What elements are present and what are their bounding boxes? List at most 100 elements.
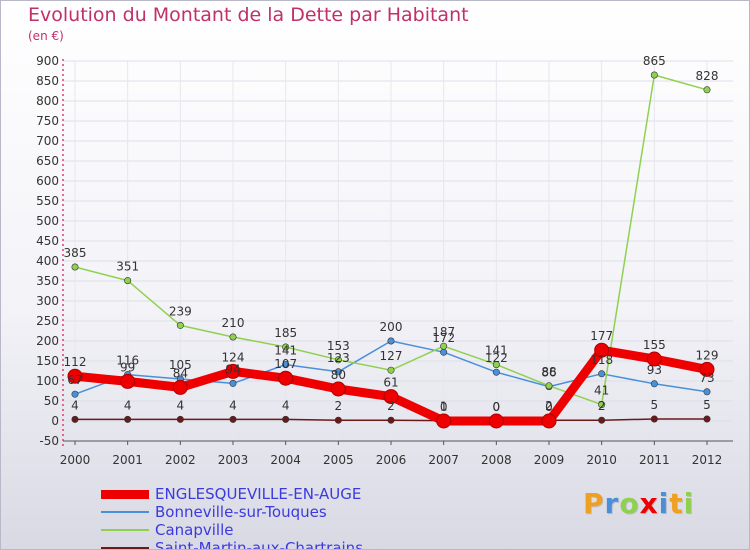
data-label: 5	[703, 398, 711, 412]
data-point	[229, 333, 237, 341]
data-point	[282, 415, 290, 423]
data-point	[436, 413, 452, 429]
x-tick-label: 2003	[218, 453, 249, 467]
data-point	[229, 415, 237, 423]
data-label: 67	[67, 373, 82, 387]
data-point	[334, 356, 342, 364]
chart-unit-label: (en €)	[28, 29, 64, 43]
y-tick-label: -50	[39, 434, 59, 448]
y-tick-label: 550	[36, 194, 59, 208]
proxiti-logo: Proxiti	[583, 487, 694, 520]
data-point	[650, 415, 658, 423]
data-label: 2	[387, 399, 395, 413]
data-label: 141	[485, 344, 508, 358]
y-tick-label: 0	[51, 414, 59, 428]
y-tick-label: 250	[36, 314, 59, 328]
y-tick-label: 600	[36, 174, 59, 188]
y-tick-label: 450	[36, 234, 59, 248]
data-label: 61	[383, 376, 398, 390]
logo-letter: i	[658, 487, 670, 520]
data-label: 828	[696, 69, 719, 83]
legend-swatch	[101, 529, 149, 531]
data-point	[387, 416, 395, 424]
data-label: 155	[643, 338, 666, 352]
data-point	[387, 337, 395, 345]
data-point	[71, 415, 79, 423]
data-label: 94	[225, 362, 240, 376]
data-label: 2	[598, 399, 606, 413]
y-tick-label: 750	[36, 114, 59, 128]
logo-letter: t	[669, 487, 684, 520]
data-label: 99	[120, 360, 135, 374]
y-tick-label: 400	[36, 254, 59, 268]
chart-title: Evolution du Montant de la Dette par Hab…	[28, 4, 469, 26]
data-label: 0	[440, 400, 448, 414]
data-point	[440, 348, 448, 356]
legend-label: Bonneville-sur-Touques	[155, 503, 327, 521]
data-label: 865	[643, 54, 666, 68]
y-tick-label: 500	[36, 214, 59, 228]
data-label: 4	[177, 398, 185, 412]
data-point	[703, 415, 711, 423]
data-point	[282, 361, 290, 369]
data-point	[598, 416, 606, 424]
data-point	[124, 415, 132, 423]
data-label: 351	[116, 260, 139, 274]
data-point	[541, 413, 557, 429]
x-tick-label: 2002	[165, 453, 196, 467]
data-label: 129	[696, 348, 719, 362]
data-label: 5	[651, 398, 659, 412]
data-label: 80	[331, 368, 346, 382]
data-point	[172, 379, 188, 395]
data-point	[703, 86, 711, 94]
data-point	[278, 370, 294, 386]
data-label: 187	[432, 325, 455, 339]
data-point	[120, 373, 136, 389]
data-label: 185	[274, 326, 297, 340]
data-label: 177	[590, 329, 613, 343]
data-point	[67, 368, 83, 384]
data-label: 4	[71, 398, 79, 412]
data-label: 2	[335, 399, 343, 413]
data-label: 105	[169, 358, 192, 372]
legend-label: Saint-Martin-aux-Chartrains	[155, 539, 364, 550]
data-point	[71, 263, 79, 271]
legend-swatch	[101, 547, 149, 549]
legend-label: ENGLESQUEVILLE-EN-AUGE	[155, 485, 362, 503]
data-label: 84	[173, 366, 188, 380]
y-tick-label: 650	[36, 154, 59, 168]
data-label: 385	[64, 246, 87, 260]
legend-swatch	[101, 511, 149, 513]
data-point	[545, 382, 553, 390]
data-label: 153	[327, 339, 350, 353]
data-point	[440, 342, 448, 350]
data-label: 0	[493, 400, 501, 414]
data-point	[650, 380, 658, 388]
y-tick-label: 300	[36, 294, 59, 308]
data-label: 93	[647, 363, 662, 377]
legend-swatch	[101, 489, 149, 499]
data-label: 122	[485, 351, 508, 365]
data-point	[598, 401, 606, 409]
data-label: 0	[545, 400, 553, 414]
y-tick-label: 200	[36, 334, 59, 348]
data-label: 0	[493, 400, 501, 414]
data-point	[383, 389, 399, 405]
y-tick-label: 900	[36, 54, 59, 68]
x-tick-label: 2007	[428, 453, 459, 467]
legend-label: Canapville	[155, 521, 234, 539]
data-point	[650, 71, 658, 79]
x-tick-label: 2001	[112, 453, 143, 467]
data-label: 112	[64, 355, 87, 369]
x-tick-label: 2006	[376, 453, 407, 467]
data-point	[225, 363, 241, 379]
data-point	[594, 342, 610, 358]
data-point	[229, 379, 237, 387]
data-point	[334, 368, 342, 376]
data-point	[71, 390, 79, 398]
data-point	[282, 343, 290, 351]
data-label: 123	[327, 351, 350, 365]
logo-letter: i	[683, 487, 695, 520]
